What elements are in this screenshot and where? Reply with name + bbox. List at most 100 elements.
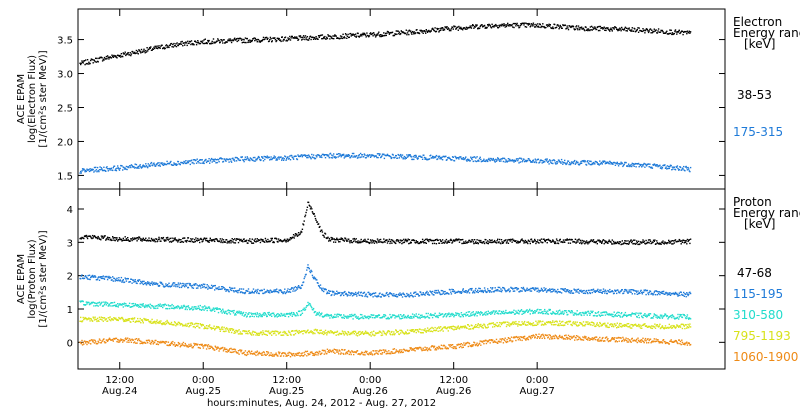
data-point xyxy=(455,314,458,316)
data-point xyxy=(425,29,427,31)
data-point xyxy=(145,49,147,52)
data-point xyxy=(582,290,584,292)
data-point xyxy=(306,206,309,208)
data-point xyxy=(450,291,452,293)
data-point xyxy=(546,242,548,244)
data-point xyxy=(686,238,689,241)
data-point xyxy=(446,26,448,28)
data-point xyxy=(88,301,90,304)
data-point xyxy=(188,307,190,309)
data-point xyxy=(204,308,206,310)
data-point xyxy=(604,160,606,163)
data-point xyxy=(344,290,346,293)
data-point xyxy=(505,242,508,244)
data-point xyxy=(653,28,655,30)
data-point xyxy=(344,155,346,157)
data-point xyxy=(338,238,340,240)
data-point xyxy=(445,241,447,243)
data-point xyxy=(598,291,600,293)
data-point xyxy=(406,32,409,34)
data-point xyxy=(153,281,155,284)
data-point xyxy=(374,295,376,297)
data-point xyxy=(339,314,342,317)
data-point xyxy=(400,294,402,296)
data-point xyxy=(384,315,387,317)
data-point xyxy=(116,305,118,308)
data-point xyxy=(128,304,130,307)
data-point xyxy=(387,316,389,319)
data-point xyxy=(439,27,441,30)
data-point xyxy=(627,292,629,294)
data-point xyxy=(666,242,668,245)
data-point xyxy=(671,314,674,316)
data-point xyxy=(625,314,627,316)
data-point xyxy=(125,168,127,170)
data-point xyxy=(374,317,376,319)
data-point xyxy=(314,217,317,220)
data-point xyxy=(407,295,409,297)
data-point xyxy=(579,242,581,244)
data-point xyxy=(569,242,572,244)
data-point xyxy=(652,241,654,244)
data-point xyxy=(435,316,438,318)
data-point xyxy=(197,160,200,162)
data-point xyxy=(671,169,673,171)
data-point xyxy=(86,168,88,170)
data-point xyxy=(311,153,313,156)
data-point xyxy=(107,170,109,172)
data-point xyxy=(602,161,605,163)
data-point xyxy=(289,159,292,161)
data-point xyxy=(487,160,489,163)
data-point xyxy=(564,24,566,26)
data-point xyxy=(343,239,345,241)
data-point xyxy=(641,291,643,294)
data-point xyxy=(331,315,333,317)
data-point xyxy=(684,293,687,296)
data-point xyxy=(127,239,129,241)
data-point xyxy=(442,292,444,294)
data-point xyxy=(377,240,379,242)
data-point xyxy=(635,290,637,292)
data-point xyxy=(304,38,306,41)
data-point xyxy=(168,163,171,165)
data-point xyxy=(235,314,237,316)
data-point xyxy=(249,157,252,159)
data-point xyxy=(229,39,231,42)
data-point xyxy=(237,158,240,160)
data-point xyxy=(264,292,266,294)
data-point xyxy=(476,239,478,241)
data-point xyxy=(450,238,452,241)
data-point xyxy=(567,239,569,241)
data-point xyxy=(282,157,284,159)
data-point xyxy=(444,313,446,316)
data-point xyxy=(489,160,491,162)
data-point xyxy=(420,155,422,158)
data-point xyxy=(94,275,96,277)
data-point xyxy=(386,291,388,294)
data-point xyxy=(291,237,293,239)
data-point xyxy=(440,240,443,242)
data-point xyxy=(96,278,99,280)
data-point xyxy=(356,317,359,319)
data-point xyxy=(349,242,351,244)
data-point xyxy=(182,162,185,165)
data-point xyxy=(260,315,262,318)
data-point xyxy=(401,317,404,319)
data-point xyxy=(328,292,330,294)
data-point xyxy=(375,241,377,243)
data-point xyxy=(642,163,645,166)
data-point xyxy=(557,242,560,245)
data-point xyxy=(486,291,488,293)
data-point xyxy=(493,160,496,162)
data-point xyxy=(400,239,402,241)
data-point xyxy=(541,25,543,28)
data-point xyxy=(681,169,683,171)
data-point xyxy=(208,39,210,42)
data-point xyxy=(152,164,154,167)
data-point xyxy=(213,239,215,241)
data-point xyxy=(503,24,506,26)
data-point xyxy=(441,242,443,244)
data-point xyxy=(87,274,89,277)
data-point xyxy=(371,242,373,244)
data-point xyxy=(138,49,140,51)
